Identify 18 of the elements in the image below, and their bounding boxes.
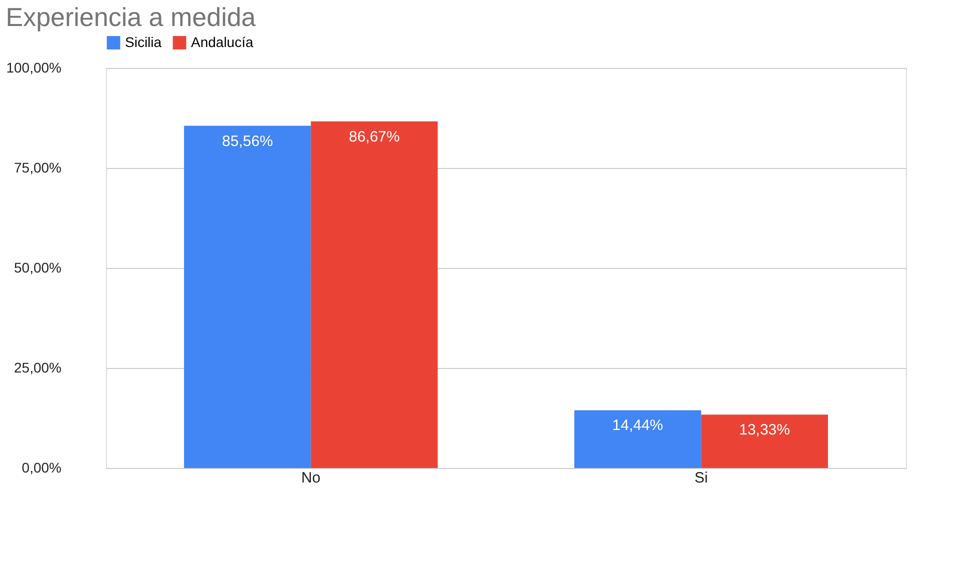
x-tick-label: No [301,470,320,486]
bar [310,121,438,468]
y-tick-label: 100,00% [6,60,62,76]
bar [574,410,702,468]
data-label: 14,44% [612,417,664,434]
y-tick-label: 50,00% [14,260,62,276]
chart-title: Experiencia a medida [6,2,256,32]
data-label: 85,56% [222,132,273,150]
y-tick-label: 0,00% [22,460,62,476]
bar [701,414,828,468]
data-label: 86,67% [348,128,400,146]
legend-label: Andalucía [191,34,254,50]
bar [184,126,311,468]
data-label: 13,33% [739,422,790,439]
legend-label: Sicilia [125,34,162,50]
y-tick-label: 75,00% [14,160,62,176]
x-tick-label: Si [694,470,708,486]
y-tick-label: 25,00% [14,360,62,376]
